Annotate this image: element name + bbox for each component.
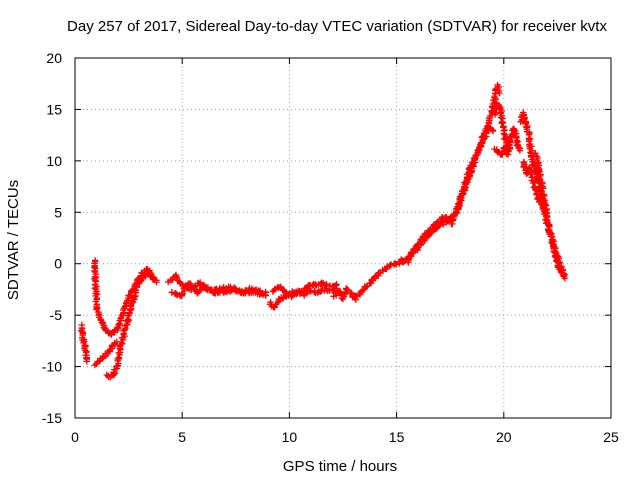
series-0-track-17-points <box>531 150 550 216</box>
y-tick-label: 0 <box>54 256 62 272</box>
series-0-track-12-points <box>452 124 497 217</box>
series-0-track-5-points <box>168 280 270 300</box>
series-0-track-7-points <box>269 283 340 301</box>
series-0-track-3-points <box>103 269 160 381</box>
plot-frame <box>74 57 612 419</box>
x-tick-labels: 0 5 10 15 20 25 <box>71 429 619 445</box>
chart-title: Day 257 of 2017, Sidereal Day-to-day VTE… <box>67 18 607 35</box>
series-0-track-16-points <box>520 158 569 282</box>
y-tick-label: 15 <box>46 101 62 117</box>
y-tick-label: -15 <box>42 410 62 426</box>
x-tick-label: 10 <box>282 429 298 445</box>
x-tick-label: 0 <box>71 429 79 445</box>
series-0-track-10-points <box>398 215 454 266</box>
data-points <box>78 81 569 381</box>
y-tick-labels: -15 -10 -5 0 5 10 15 20 <box>42 50 62 426</box>
x-tick-label: 20 <box>496 429 512 445</box>
x-tick-label: 5 <box>178 429 186 445</box>
y-tick-label: -10 <box>42 359 62 375</box>
series-0-track-2-points <box>91 338 121 369</box>
y-tick-label: 10 <box>46 153 62 169</box>
y-tick-label: -5 <box>50 307 63 323</box>
series-0-track-15-points <box>517 109 569 279</box>
series-0-track-0-points <box>78 321 90 365</box>
series-0-track-1-points <box>91 257 158 338</box>
grid <box>75 58 611 418</box>
y-tick-label: 5 <box>54 204 62 220</box>
x-tick-label: 25 <box>603 429 619 445</box>
series-0-track-13-points <box>491 100 524 155</box>
y-axis-label: SDTVAR / TECUs <box>5 180 22 300</box>
axis-ticks <box>74 57 612 419</box>
series-0-track-14-points <box>491 144 512 158</box>
x-tick-label: 15 <box>389 429 405 445</box>
x-axis-label: GPS time / hours <box>283 458 397 475</box>
series-0-track-8-points <box>330 285 360 303</box>
y-tick-label: 20 <box>46 50 62 66</box>
